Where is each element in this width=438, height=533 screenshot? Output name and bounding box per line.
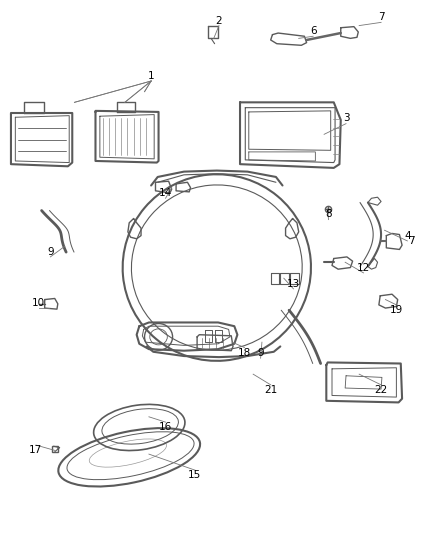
Text: 16: 16 — [159, 423, 172, 432]
Text: 9: 9 — [257, 348, 264, 358]
Text: 7: 7 — [408, 236, 415, 246]
Text: 22: 22 — [374, 385, 388, 395]
Text: 4: 4 — [404, 231, 411, 240]
Text: 8: 8 — [325, 209, 332, 219]
Text: 7: 7 — [378, 12, 385, 22]
Text: 18: 18 — [238, 348, 251, 358]
Text: 2: 2 — [215, 17, 223, 26]
Text: 17: 17 — [29, 446, 42, 455]
Text: 9: 9 — [47, 247, 54, 256]
Text: 12: 12 — [357, 263, 370, 272]
Text: 21: 21 — [264, 385, 277, 395]
Text: 19: 19 — [390, 305, 403, 315]
Text: 10: 10 — [32, 298, 45, 308]
Text: 15: 15 — [188, 471, 201, 480]
Text: 3: 3 — [343, 114, 350, 123]
Text: 6: 6 — [310, 26, 317, 36]
Text: 13: 13 — [287, 279, 300, 288]
Text: 1: 1 — [148, 71, 155, 80]
Text: 14: 14 — [159, 188, 172, 198]
